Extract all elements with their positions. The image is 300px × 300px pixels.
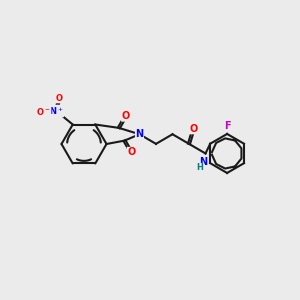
Text: O$^-$: O$^-$ [36,106,51,116]
Text: O: O [56,94,63,103]
Text: N$^+$: N$^+$ [49,105,64,117]
Text: O: O [127,147,135,157]
Text: F: F [224,122,230,131]
Text: H: H [196,164,203,172]
Text: N: N [199,157,207,167]
Text: N: N [135,129,144,139]
Text: O: O [122,111,130,121]
Text: O: O [189,124,198,134]
